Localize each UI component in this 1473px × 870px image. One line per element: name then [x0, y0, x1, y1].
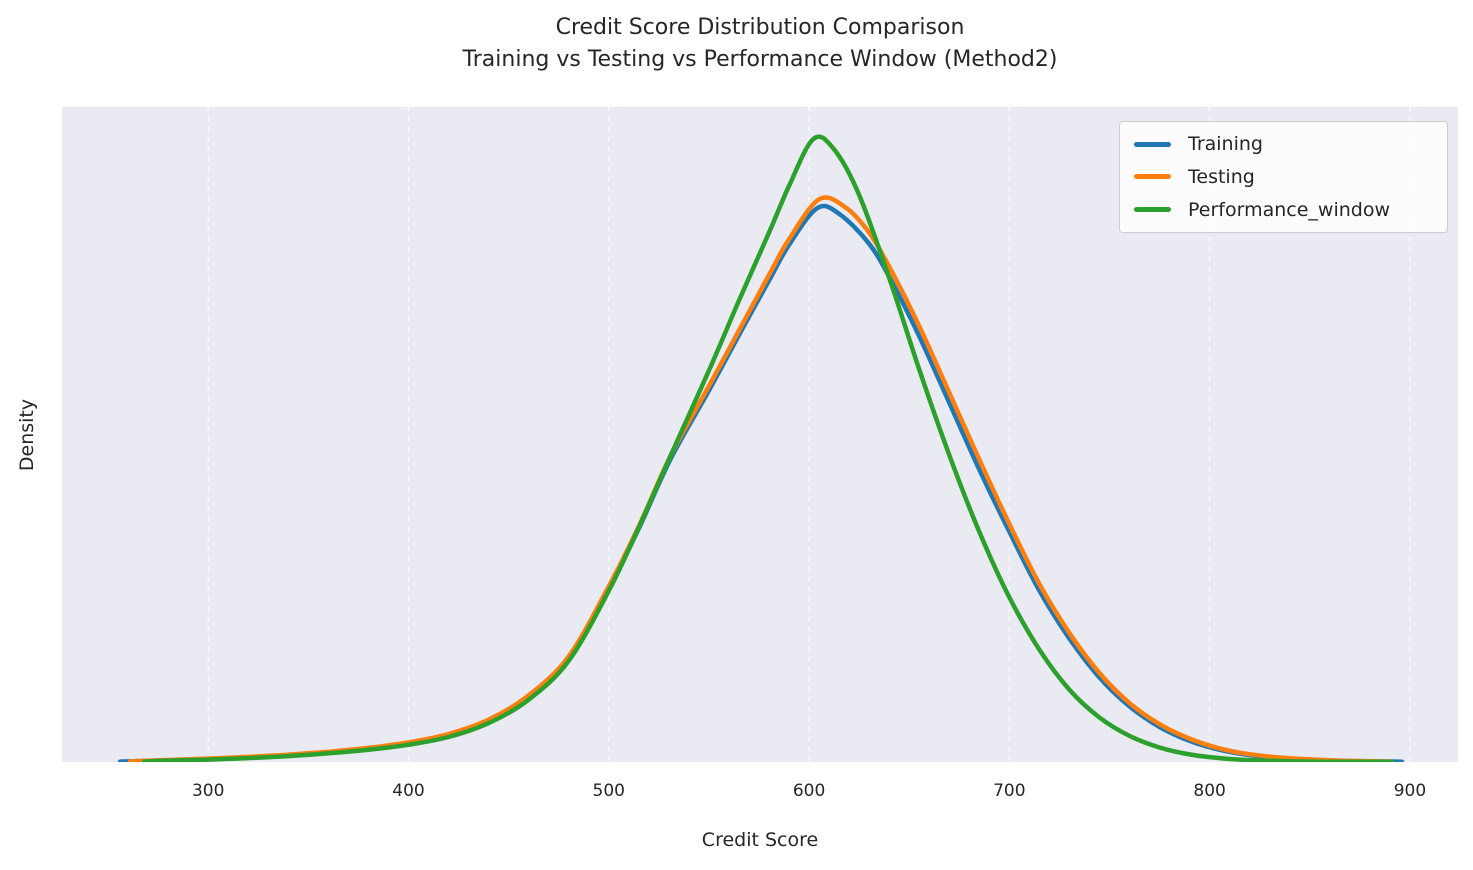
chart-title: Credit Score Distribution Comparison Tra…	[62, 12, 1458, 76]
legend-label-training: Training	[1188, 133, 1263, 156]
x-tick-label-500: 500	[592, 781, 626, 801]
density-curve-performance_window	[141, 134, 1395, 762]
x-tick-label-700: 700	[993, 781, 1026, 801]
legend-line-swatch-testing	[1134, 174, 1171, 180]
x-tick-label-600: 600	[792, 781, 826, 801]
legend-label-testing: Testing	[1188, 165, 1255, 188]
legend-line-swatch-training	[1134, 141, 1171, 147]
legend-line-swatch-performance-window	[1134, 207, 1171, 213]
density-curve-testing	[127, 195, 1393, 762]
chart-title-line2: Training vs Testing vs Performance Windo…	[462, 47, 1058, 72]
x-tick-label-800: 800	[1193, 781, 1226, 801]
y-axis-label: Density	[16, 398, 38, 472]
x-axis-ticks: 300 400 500 600 700 800 900	[0, 781, 1473, 807]
x-tick-label-300: 300	[191, 781, 225, 801]
legend-item-training: Training	[1134, 133, 1433, 155]
x-axis-label: Credit Score	[701, 829, 819, 851]
chart-title-line1: Credit Score Distribution Comparison	[555, 15, 965, 40]
x-tick-label-900: 900	[1393, 781, 1427, 801]
x-tick-label-400: 400	[392, 781, 425, 801]
legend-item-performance-window: Performance_window	[1134, 199, 1433, 221]
legend: Training Testing Performance_window	[1119, 121, 1448, 233]
legend-item-testing: Testing	[1134, 166, 1433, 188]
legend-label-performance-window: Performance_window	[1188, 198, 1390, 221]
